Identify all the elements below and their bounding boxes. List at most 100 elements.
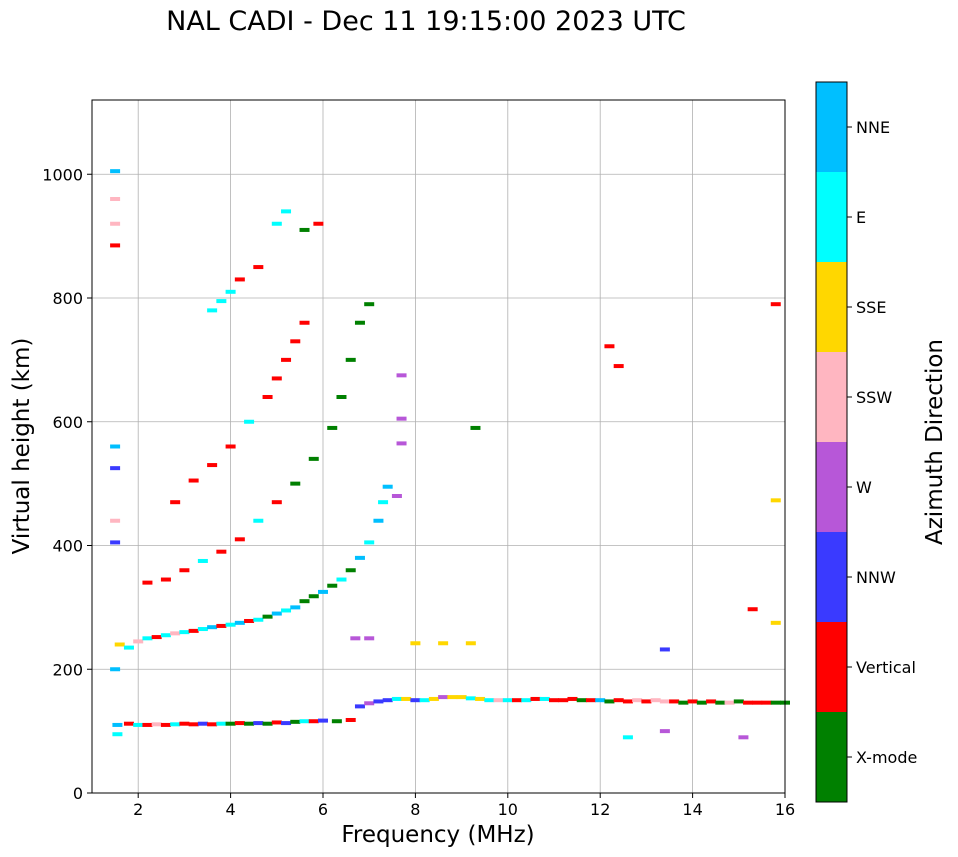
data-point (549, 698, 559, 703)
data-point (170, 500, 181, 505)
data-point (225, 444, 236, 449)
data-point (428, 696, 439, 701)
data-point (336, 577, 347, 582)
data-point (345, 568, 356, 573)
data-point (364, 701, 375, 706)
data-point (419, 698, 430, 703)
y-axis-ticks: 0 200 400 600 800 1000 (42, 165, 92, 803)
data-point (669, 699, 680, 704)
data-point (456, 695, 467, 700)
y-tick-label: 600 (52, 413, 83, 432)
data-points (110, 169, 790, 740)
data-point (308, 594, 319, 599)
data-point (299, 227, 310, 232)
data-point (308, 719, 319, 724)
data-point (110, 221, 121, 226)
data-point (262, 721, 273, 726)
data-point (207, 625, 218, 630)
data-point (308, 456, 319, 461)
colorbar-segment (816, 82, 847, 172)
data-point (281, 209, 292, 214)
data-point (110, 518, 121, 523)
colorbar-segment (816, 442, 847, 532)
data-point (313, 221, 324, 226)
data-point (179, 721, 190, 726)
data-point (225, 622, 236, 627)
data-point (622, 699, 633, 704)
data-point (271, 221, 282, 226)
data-point (396, 441, 407, 446)
data-point (632, 698, 643, 703)
data-point (354, 320, 365, 325)
data-point (345, 357, 356, 362)
data-point (659, 729, 670, 734)
data-point (225, 721, 236, 726)
y-tick-label: 1000 (42, 165, 83, 184)
colorbar-segment (816, 532, 847, 622)
colorbar-tick-label: NNE (856, 118, 890, 137)
data-point (604, 344, 615, 349)
x-tick-label: 4 (226, 800, 236, 819)
data-point (364, 302, 375, 307)
data-point (170, 631, 181, 636)
data-point (738, 735, 749, 740)
data-point (438, 695, 449, 700)
colorbar-tick-label: Vertical (856, 658, 916, 677)
colorbar-tick-label: NNW (856, 568, 896, 587)
colorbar-segment (816, 622, 847, 712)
data-point (364, 636, 375, 641)
data-point (244, 419, 255, 424)
data-point (207, 722, 218, 727)
data-point (595, 698, 606, 703)
data-point (160, 633, 171, 638)
data-point (110, 466, 121, 471)
data-point (216, 623, 227, 628)
data-point (216, 721, 227, 726)
data-point (253, 617, 264, 622)
data-point (114, 642, 125, 647)
data-point (585, 698, 596, 703)
data-point (447, 695, 458, 700)
data-point (318, 589, 328, 594)
data-point (770, 700, 781, 705)
x-tick-label: 16 (775, 800, 795, 819)
chart-title: NAL CADI - Dec 11 19:15:00 2023 UTC (166, 6, 686, 37)
data-point (179, 568, 190, 573)
y-tick-label: 200 (52, 660, 83, 679)
data-point (391, 696, 402, 701)
data-point (613, 698, 624, 703)
data-point (281, 357, 292, 362)
data-point (687, 699, 698, 704)
data-point (493, 698, 504, 703)
data-point (410, 641, 421, 646)
data-point (299, 320, 310, 325)
data-point (207, 308, 218, 313)
x-tick-label: 12 (590, 800, 610, 819)
data-point (290, 605, 301, 610)
data-point (354, 704, 365, 709)
x-tick-label: 10 (498, 800, 518, 819)
data-point (350, 636, 361, 641)
colorbar-frame (815, 81, 848, 803)
data-point (151, 722, 162, 727)
data-point (659, 647, 670, 652)
data-point (170, 722, 181, 727)
plot-frame (91, 99, 786, 794)
data-point (234, 620, 245, 625)
data-point (724, 700, 735, 705)
data-point (530, 696, 541, 701)
data-point (290, 719, 301, 724)
data-point (188, 628, 199, 633)
x-tick-label: 8 (410, 800, 420, 819)
data-point (262, 395, 273, 399)
data-point (521, 698, 532, 703)
data-point (650, 698, 661, 703)
data-point (715, 700, 726, 705)
data-point (142, 580, 153, 585)
data-point (133, 639, 144, 644)
data-point (567, 696, 578, 701)
data-point (253, 518, 264, 523)
data-point (253, 265, 264, 270)
data-point (475, 696, 486, 701)
data-point (373, 699, 384, 704)
